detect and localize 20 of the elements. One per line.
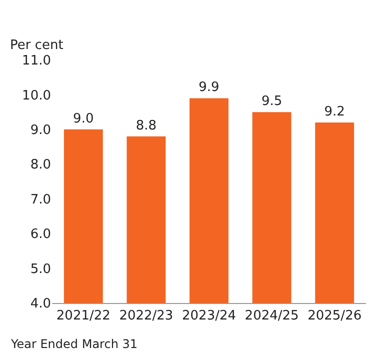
y-tick-label: 5.0 [30,262,51,277]
data-label: 9.5 [261,94,282,110]
data-label: 9.9 [198,80,220,96]
y-tick-label: 9.0 [30,122,51,138]
x-tick-label: 2024/25 [244,308,299,324]
y-tick-label: 4.0 [30,296,51,312]
x-axis-title: Year Ended March 31 [10,337,138,351]
data-label: 9.2 [324,104,345,120]
data-label: 9.0 [73,111,94,126]
x-tick-label: 2022/23 [119,308,174,324]
y-tick-label: 6.0 [30,227,51,242]
data-label: 8.8 [136,118,157,134]
y-tick-label: 7.0 [30,192,51,208]
y-tick-label: 10.0 [22,88,51,104]
x-tick-label: 2025/26 [308,308,362,324]
x-tick-label: 2021/22 [56,308,110,324]
y-tick-label: 8.0 [30,158,51,173]
x-tick-label: 2023/24 [182,308,236,324]
y-tick-label: 11.0 [22,54,51,69]
y-axis-title: Per cent [10,38,64,53]
